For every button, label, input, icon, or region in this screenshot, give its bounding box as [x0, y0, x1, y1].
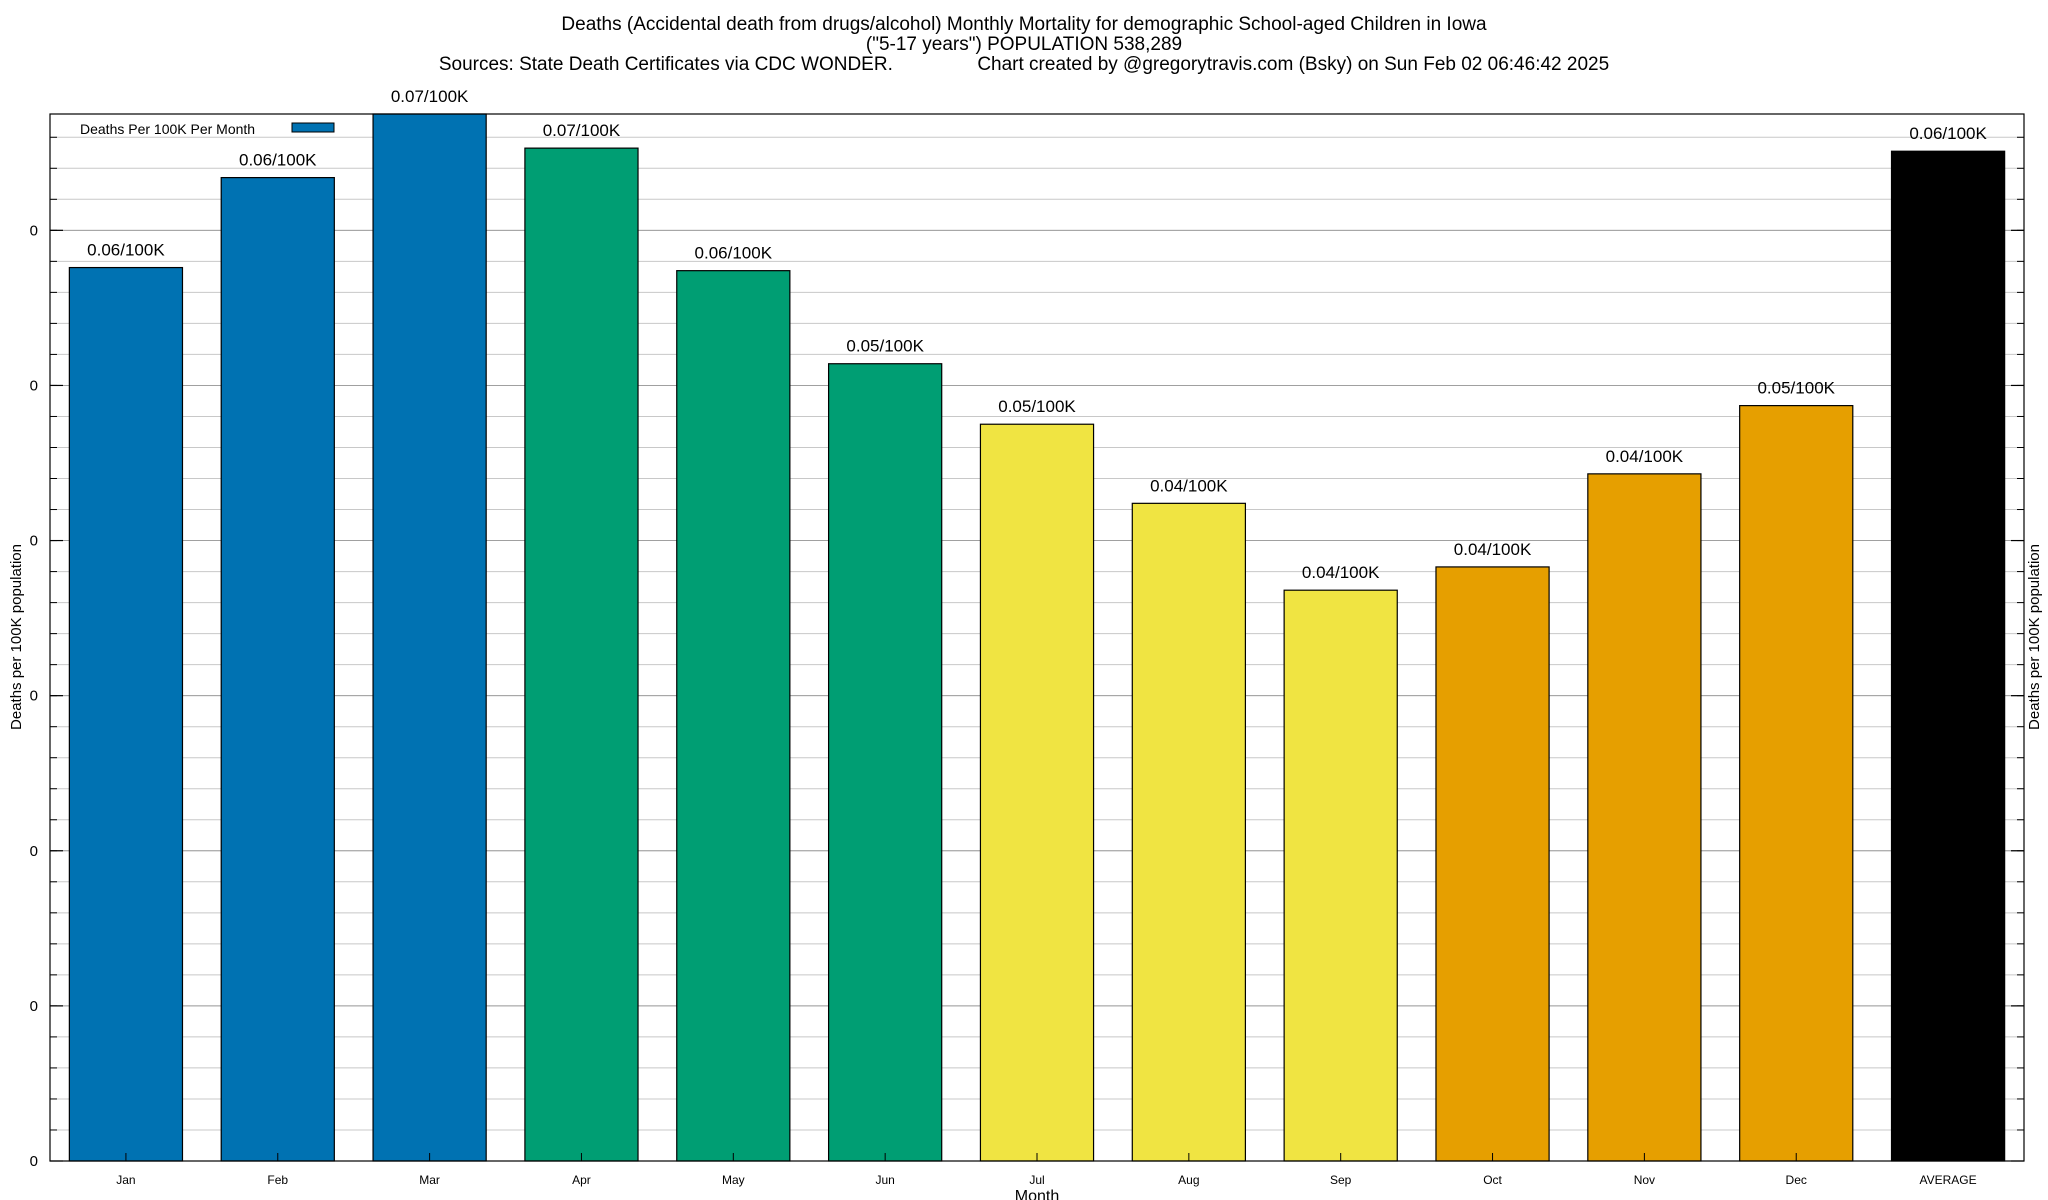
bar-feb	[220, 176, 335, 1162]
y-tick-label: 0	[30, 1153, 38, 1170]
bar-apr	[524, 147, 639, 1162]
x-tick-label: Apr	[572, 1173, 591, 1187]
y-tick-label: 0	[30, 998, 38, 1015]
y-tick-label: 0	[30, 222, 38, 239]
bar-nov	[1587, 473, 1702, 1162]
data-label: 0.07/100K	[391, 87, 469, 106]
y-axis-label: Deaths per 100K population	[8, 544, 25, 730]
x-tick-label: Feb	[267, 1173, 288, 1187]
bar-mar	[372, 113, 487, 1162]
bar-jul	[979, 423, 1095, 1162]
data-label: 0.04/100K	[1150, 476, 1228, 495]
axes: 0 0 0 0 0 0 0 Jan Feb Mar Apr May Jun Jul Aug Sep Oct Nov…	[30, 136, 2024, 1187]
x-tick-label: Aug	[1178, 1173, 1199, 1187]
bar-jun	[827, 363, 943, 1162]
x-tick-label: Jul	[1029, 1173, 1044, 1187]
chart-sources-line: Sources: State Death Certificates via CD…	[438, 54, 1610, 75]
data-label: 0.06/100K	[695, 244, 773, 263]
data-label: 0.04/100K	[1454, 540, 1532, 559]
x-tick-label: Jan	[116, 1173, 135, 1187]
legend-swatch	[291, 122, 335, 133]
data-label: 0.05/100K	[1757, 379, 1835, 398]
data-label: 0.06/100K	[87, 241, 165, 260]
x-tick-label: May	[722, 1173, 745, 1187]
y-tick-label: 0	[30, 688, 38, 705]
bar-oct	[1435, 566, 1550, 1162]
bar-sep	[1283, 589, 1398, 1162]
y-tick-label: 0	[30, 843, 38, 860]
x-tick-label: Nov	[1634, 1173, 1655, 1187]
x-tick-label: Oct	[1483, 1173, 1502, 1187]
y-tick-label: 0	[30, 377, 38, 394]
bar-aug	[1131, 502, 1247, 1162]
legend: Deaths Per 100K Per Month	[80, 121, 335, 137]
bar-dec	[1739, 405, 1854, 1162]
data-label: 0.06/100K	[239, 151, 317, 170]
x-tick-label: Mar	[419, 1173, 440, 1187]
x-tick-label: Jun	[875, 1173, 894, 1187]
bars	[68, 113, 2006, 1162]
plot-area-frame	[49, 113, 2025, 1162]
chart-title: Deaths (Accidental death from drugs/alco…	[561, 14, 1487, 35]
y-tick-label: 0	[30, 533, 38, 550]
data-label: 0.04/100K	[1606, 447, 1684, 466]
data-label: 0.05/100K	[846, 337, 924, 356]
legend-label: Deaths Per 100K Per Month	[80, 121, 255, 137]
bar-jan	[68, 266, 184, 1162]
x-tick-label: AVERAGE	[1920, 1173, 1977, 1187]
y2-axis-label: Deaths per 100K population	[2026, 544, 2043, 730]
data-label: 0.06/100K	[1909, 124, 1987, 143]
bar-may	[676, 270, 791, 1162]
data-labels: 0.06/100K 0.06/100K 0.07/100K 0.07/100K 0.06…	[87, 87, 1987, 582]
chart-subtitle: ("5-17 years") POPULATION 538,289	[865, 34, 1183, 55]
x-tick-label: Dec	[1786, 1173, 1807, 1187]
data-label: 0.07/100K	[543, 121, 621, 140]
x-axis-label: Month	[1015, 1188, 1059, 1200]
bar-average	[1890, 150, 2006, 1162]
data-label: 0.04/100K	[1302, 563, 1380, 582]
x-tick-label: Sep	[1330, 1173, 1352, 1187]
data-label: 0.05/100K	[998, 397, 1076, 416]
